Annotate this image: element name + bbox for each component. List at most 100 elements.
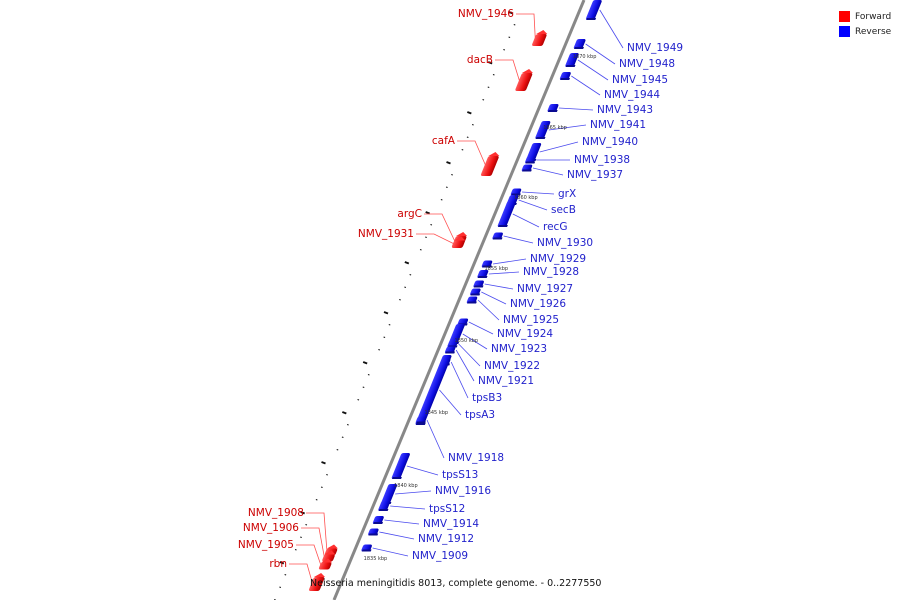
gene-label-tpsa3[interactable]: tpsA3	[465, 409, 495, 421]
gene-nmv-1946[interactable]	[531, 30, 548, 46]
gene-nmv-1937[interactable]	[521, 164, 534, 172]
gene-nmv-1909[interactable]	[361, 544, 374, 552]
gene-nmv-1928[interactable]	[477, 270, 490, 278]
kbp-mark: 1835 kbp	[364, 556, 388, 562]
gene-nmv-1945[interactable]	[565, 53, 581, 67]
gene-label-nmv-1940[interactable]: NMV_1940	[582, 136, 638, 148]
gene-label-grx[interactable]: grX	[558, 188, 576, 200]
leader-line	[289, 563, 314, 585]
gene-label-nmv-1941[interactable]: NMV_1941	[590, 119, 646, 131]
position-tick	[357, 399, 360, 401]
gene-label-nmv-1930[interactable]: NMV_1930	[537, 237, 593, 249]
leader-line	[455, 349, 475, 382]
gene-tpss13[interactable]	[391, 453, 412, 479]
gene-label-nmv-1908[interactable]: NMV_1908	[248, 507, 304, 519]
gene-label-nmv-1912[interactable]: NMV_1912	[418, 533, 474, 545]
gene-label-nmv-1943[interactable]: NMV_1943	[597, 104, 653, 116]
gene-label-nmv-1918[interactable]: NMV_1918	[448, 452, 504, 464]
leader-line	[468, 321, 494, 335]
gene-nmv-1925[interactable]	[466, 296, 479, 304]
gene-label-nmv-1923[interactable]: NMV_1923	[491, 343, 547, 355]
gene-label-nmv-1925[interactable]: NMV_1925	[503, 314, 559, 326]
position-tick	[300, 511, 306, 515]
gene-label-nmv-1938[interactable]: NMV_1938	[574, 154, 630, 166]
label-leader-lines	[289, 9, 624, 585]
gene-nmv-1930[interactable]	[492, 232, 505, 240]
gene-rbn[interactable]	[308, 573, 326, 591]
gene-label-nmv-1921[interactable]: NMV_1921	[478, 375, 534, 387]
gene-nmv-1927[interactable]	[473, 280, 486, 288]
position-tick	[466, 111, 472, 115]
gene-nmv-1918[interactable]	[415, 416, 428, 424]
kbp-mark: 1840 kbp	[394, 483, 418, 489]
gene-label-nmv-1922[interactable]: NMV_1922	[484, 360, 540, 372]
gene-label-nmv-1905[interactable]: NMV_1905	[238, 539, 294, 551]
gene-nmv-1944[interactable]	[559, 72, 572, 80]
gene-label-nmv-1931[interactable]: NMV_1931	[358, 228, 414, 240]
position-tick	[388, 324, 391, 326]
gene-recg[interactable]	[497, 201, 518, 227]
gene-nmv-1931[interactable]	[451, 236, 466, 248]
leader-line	[477, 299, 500, 321]
position-tick	[383, 311, 389, 315]
forward-swatch	[839, 11, 850, 22]
leader-line	[390, 505, 426, 510]
gene-label-nmv-1948[interactable]: NMV_1948	[619, 58, 675, 70]
gene-dacb[interactable]	[515, 69, 535, 91]
gene-nmv-1948[interactable]	[573, 39, 587, 49]
gene-label-nmv-1906[interactable]: NMV_1906	[243, 522, 299, 534]
gene-label-tpss13[interactable]: tpsS13	[442, 469, 478, 481]
position-tick	[383, 336, 386, 338]
gene-nmv-1912[interactable]	[367, 528, 380, 536]
gene-label-argc[interactable]: argC	[397, 208, 422, 220]
gene-nmv-1926[interactable]	[469, 288, 482, 296]
kbp-mark: 1870 kbp	[573, 54, 597, 60]
gene-label-nmv-1946[interactable]: NMV_1946	[458, 8, 514, 20]
position-tick	[346, 424, 349, 426]
gene-label-nmv-1916[interactable]: NMV_1916	[435, 485, 491, 497]
gene-label-nmv-1924[interactable]: NMV_1924	[497, 328, 553, 340]
gene-label-dacb[interactable]: dacB	[467, 54, 493, 66]
gene-label-tpsb3[interactable]: tpsB3	[472, 392, 502, 404]
leader-line	[406, 465, 439, 476]
gene-label-recg[interactable]: recG	[543, 221, 567, 233]
gene-label-nmv-1949[interactable]: NMV_1949	[627, 42, 683, 54]
gene-nmv-1906[interactable]	[322, 550, 337, 562]
gene-label-rbn[interactable]: rbn	[269, 558, 287, 570]
gene-label-nmv-1929[interactable]: NMV_1929	[530, 253, 586, 265]
gene-label-nmv-1927[interactable]: NMV_1927	[517, 283, 573, 295]
gene-nmv-1938[interactable]	[524, 156, 537, 164]
gene-label-nmv-1928[interactable]: NMV_1928	[523, 266, 579, 278]
gene-label-nmv-1945[interactable]: NMV_1945	[612, 74, 668, 86]
gene-cafa[interactable]	[480, 152, 501, 176]
gene-nmv-1914[interactable]	[372, 516, 385, 524]
gene-label-nmv-1909[interactable]: NMV_1909	[412, 550, 468, 562]
gene-nmv-1949[interactable]	[585, 0, 603, 20]
leader-line	[481, 291, 507, 305]
gene-tpss12[interactable]	[378, 501, 392, 511]
position-tick	[508, 36, 511, 38]
gene-label-cafa[interactable]: cafA	[432, 135, 456, 147]
position-tick	[315, 499, 318, 501]
gene-label-nmv-1926[interactable]: NMV_1926	[510, 298, 566, 310]
position-tick	[341, 411, 347, 415]
leader-line	[457, 140, 487, 167]
leader-line	[503, 235, 534, 244]
position-tick	[445, 186, 448, 188]
gene-nmv-1905[interactable]	[318, 558, 333, 570]
gene-nmv-1943[interactable]	[547, 104, 560, 112]
genome-caption: Neisseria meningitidis 8013, complete ge…	[310, 578, 602, 589]
gene-features	[308, 0, 603, 591]
position-tick	[492, 74, 495, 76]
gene-label-nmv-1914[interactable]: NMV_1914	[423, 518, 479, 530]
kbp-scale-marks: 1870 kbp 1865 kbp 1860 kbp 1855 kbp 1850 kbp…	[364, 54, 597, 562]
gene-label-nmv-1937[interactable]: NMV_1937	[567, 169, 623, 181]
gene-label-tpss12[interactable]: tpsS12	[429, 503, 465, 515]
gene-label-secb[interactable]: secB	[551, 204, 576, 216]
gene-nmv-1941[interactable]	[535, 121, 552, 139]
gene-nmv-1929[interactable]	[481, 260, 494, 268]
gene-label-nmv-1944[interactable]: NMV_1944	[604, 89, 660, 101]
gene-nmv-1921[interactable]	[444, 346, 457, 354]
kbp-mark: 1845 kbp	[425, 410, 449, 416]
position-tick	[378, 349, 381, 351]
